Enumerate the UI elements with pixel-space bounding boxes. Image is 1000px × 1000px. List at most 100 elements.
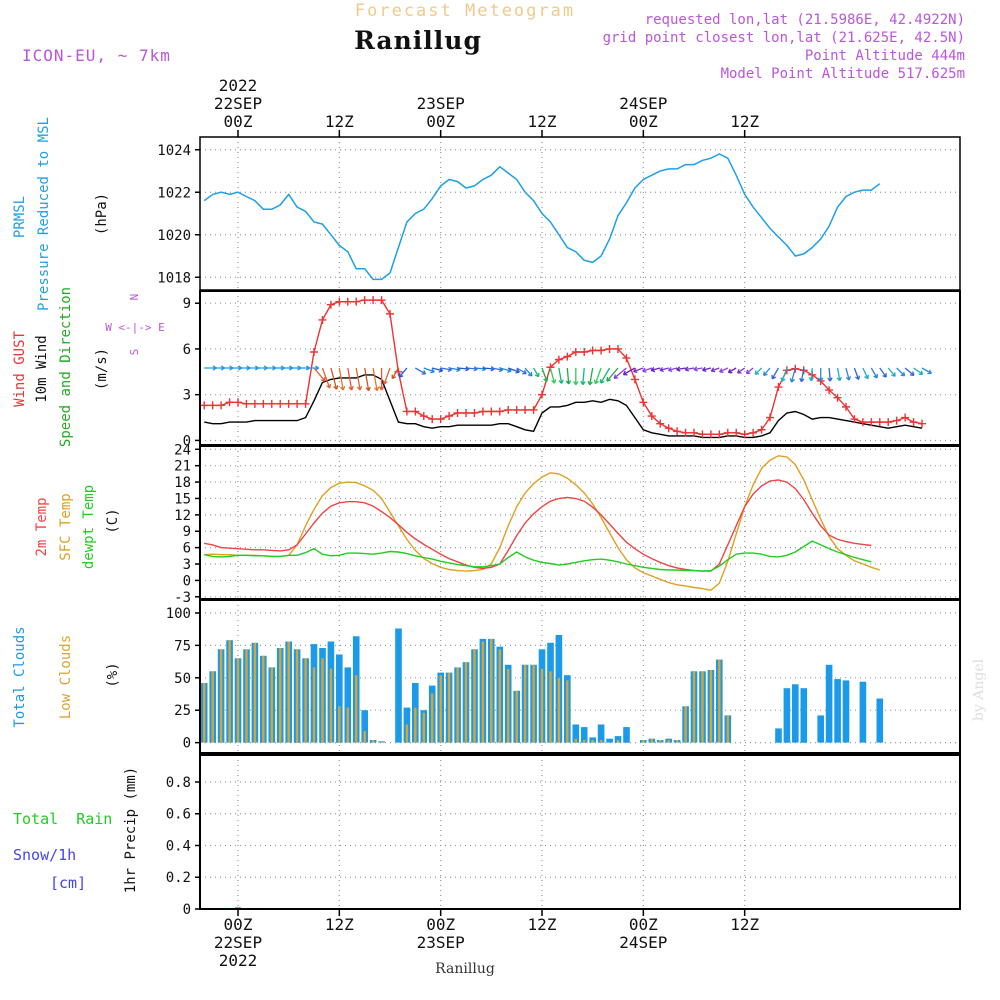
gust-marker: [875, 418, 884, 427]
total-cloud-bar: [606, 738, 613, 743]
gust-marker: [310, 347, 318, 356]
gust-marker: [504, 405, 513, 414]
gust-marker: [419, 412, 428, 421]
wind-arrow: [904, 367, 915, 377]
gust-marker: [369, 296, 378, 305]
low-cloud-bar: [431, 693, 434, 743]
total-cloud-bar: [834, 679, 841, 743]
wind-arrow: [642, 367, 653, 373]
label-ms: (m/s): [94, 348, 110, 390]
gust-marker: [842, 402, 850, 411]
gust-marker: [428, 415, 437, 424]
gust-marker: [681, 428, 690, 437]
low-cloud-bar: [616, 740, 620, 743]
gust-marker: [571, 347, 580, 356]
gust-marker: [766, 413, 774, 422]
low-cloud-bar: [439, 675, 442, 743]
total-cloud-bar: [876, 698, 884, 743]
label-prmsl: PRMSL: [12, 196, 28, 238]
gust-marker: [563, 352, 572, 361]
total-cloud-bar: [842, 680, 850, 743]
low-cloud-bar: [245, 649, 248, 743]
low-cloud-bar: [253, 642, 257, 743]
gust-marker: [200, 401, 209, 410]
y-tick-label: 6: [183, 541, 191, 557]
wind-arrow: [667, 366, 678, 373]
wind-arrow: [650, 367, 661, 373]
wind-arrow: [516, 367, 527, 375]
gust-marker: [208, 401, 217, 410]
y-tick-label: 15: [174, 491, 191, 507]
wind-arrow: [817, 368, 824, 382]
gust-marker: [647, 412, 656, 421]
low-cloud-bar: [557, 677, 561, 743]
low-cloud-bar: [228, 640, 231, 743]
gust-marker: [234, 398, 242, 407]
label-low-clouds: Low Clouds: [58, 635, 74, 719]
y-tick-label: 0.2: [166, 870, 191, 886]
y-tick-label: 0: [183, 573, 191, 589]
y-tick-label: 0: [183, 433, 191, 449]
gust-marker: [690, 428, 698, 437]
gust-marker: [892, 416, 901, 425]
low-cloud-bar: [304, 658, 307, 743]
total-cloud-bar: [344, 667, 352, 743]
gust-marker: [242, 399, 251, 408]
low-cloud-bar: [456, 667, 459, 743]
wind-arrow: [754, 367, 763, 376]
wind-arrow: [398, 367, 408, 378]
wind-arrow: [845, 367, 852, 381]
low-cloud-bar: [321, 658, 324, 743]
wind-arrow: [533, 367, 540, 378]
gust-marker: [478, 407, 487, 416]
total-cloud-bar: [800, 688, 808, 743]
low-cloud-bar: [540, 668, 544, 743]
y-tick-label: 0.8: [166, 775, 191, 791]
y-tick-label: 3: [183, 388, 191, 404]
wind-arrow: [507, 367, 520, 374]
low-cloud-bar: [262, 655, 265, 743]
gust-marker: [487, 407, 496, 416]
x-tick-label-bottom: 22SEP: [214, 933, 262, 952]
wind-arrow: [684, 366, 695, 372]
gust-marker: [445, 412, 454, 421]
gust-marker: [918, 419, 926, 428]
low-cloud-bar: [599, 740, 603, 743]
low-cloud-bar: [515, 690, 518, 743]
gust-marker: [825, 386, 834, 395]
gust-marker: [470, 408, 479, 417]
gust-marker: [732, 428, 741, 437]
total-cloud-bar: [361, 710, 368, 743]
gust-marker: [833, 393, 842, 402]
wind-arrow: [622, 367, 636, 376]
total-cloud-bar: [597, 724, 605, 743]
gust-marker: [293, 399, 302, 408]
low-cloud-bar: [490, 638, 493, 743]
wind-arrow: [338, 367, 346, 391]
grid-point-coords: grid point closest lon,lat (21.625E, 42.…: [603, 30, 965, 46]
wind-arrow: [808, 367, 815, 382]
y-tick-label: 1022: [157, 185, 191, 201]
dewpoint-line: [204, 540, 872, 572]
requested-coords: requested lon,lat (21.5986E, 42.4922N): [645, 12, 965, 28]
x-tick-label-bottom: 00Z: [629, 915, 658, 934]
y-tick-label: 3: [183, 557, 191, 573]
low-cloud-bar: [481, 641, 485, 743]
x-tick-label-top: 00Z: [224, 112, 253, 131]
x-tick-label-bottom: 24SEP: [619, 933, 667, 952]
gust-marker: [462, 408, 470, 417]
gust-marker: [343, 297, 352, 306]
low-cloud-bar: [498, 649, 501, 743]
wind-arrow: [887, 367, 896, 377]
total-cloud-bar: [623, 727, 630, 743]
low-cloud-bar: [380, 741, 383, 743]
panel-frame: [199, 136, 961, 291]
x-tick-label-bottom: 00Z: [224, 915, 253, 934]
wind-arrow: [789, 367, 796, 383]
total-cloud-bar: [859, 681, 867, 743]
wind-arrow: [580, 367, 586, 386]
gust-marker: [250, 399, 259, 408]
low-cloud-bar: [329, 668, 333, 743]
wind-arrow: [524, 367, 533, 377]
gust-marker: [529, 405, 538, 414]
